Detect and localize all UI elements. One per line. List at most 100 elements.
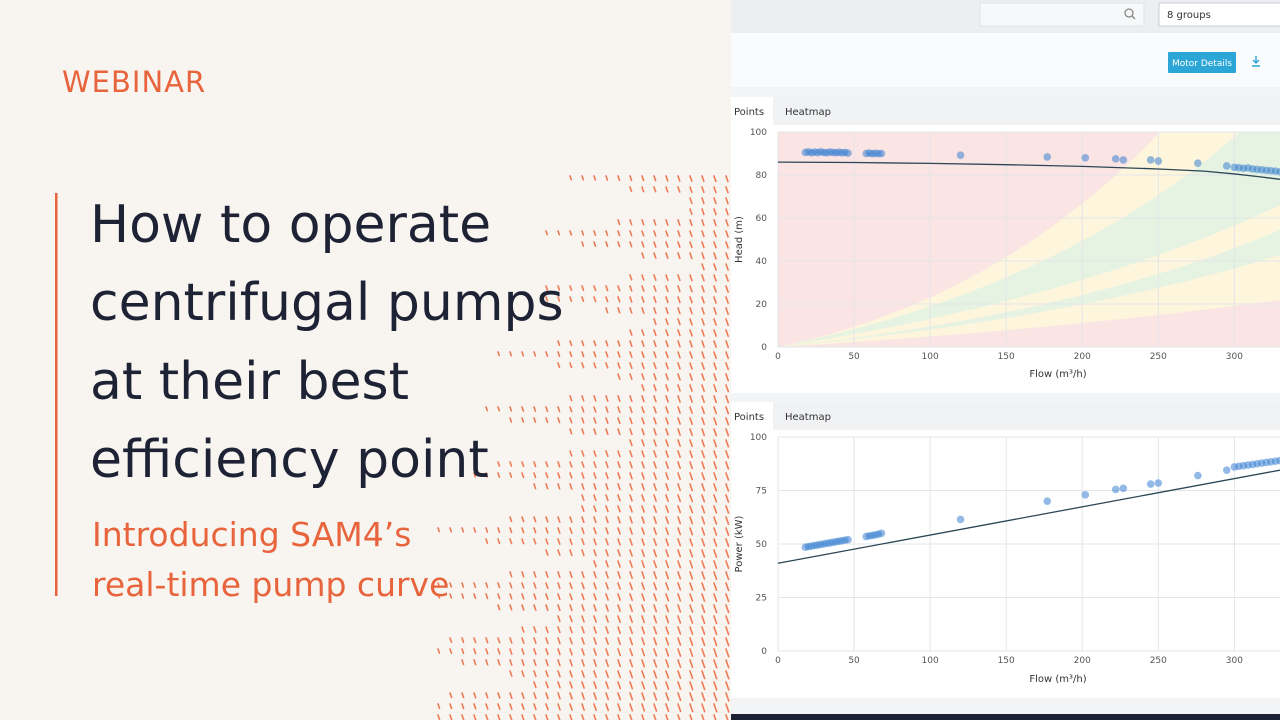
dash xyxy=(593,670,597,678)
dash xyxy=(689,516,694,525)
dash xyxy=(653,582,658,591)
dash xyxy=(665,417,669,425)
dash xyxy=(713,626,718,636)
dash xyxy=(593,637,597,645)
dash xyxy=(641,219,645,226)
dash xyxy=(653,626,658,635)
dash xyxy=(605,395,609,402)
dash xyxy=(581,351,585,358)
dash xyxy=(725,252,729,260)
dash xyxy=(617,307,621,314)
download-icon[interactable] xyxy=(1252,56,1260,67)
dash xyxy=(677,296,681,304)
group-select[interactable] xyxy=(1158,2,1280,27)
dash xyxy=(545,406,549,413)
dash xyxy=(581,527,585,535)
dash xyxy=(689,560,694,569)
dash xyxy=(605,703,610,712)
dash xyxy=(701,351,705,359)
dash xyxy=(701,197,705,205)
dash xyxy=(701,626,706,636)
data-point xyxy=(1043,497,1052,506)
dash xyxy=(629,692,634,701)
dash xyxy=(665,296,669,304)
dash xyxy=(689,659,694,669)
dash xyxy=(653,494,657,502)
dash xyxy=(581,692,585,700)
dash xyxy=(665,549,670,558)
dash xyxy=(677,516,682,525)
dash xyxy=(557,692,561,700)
dash xyxy=(569,648,573,656)
dash xyxy=(593,549,597,557)
search-box[interactable] xyxy=(979,2,1145,27)
dash xyxy=(605,428,609,436)
data-point xyxy=(844,535,852,544)
dash xyxy=(569,417,573,424)
y-tick-label: 100 xyxy=(750,128,767,138)
tab[interactable]: Heatmap xyxy=(785,412,831,423)
dash xyxy=(701,505,706,514)
dash xyxy=(509,406,513,412)
webinar-label: WEBINAR xyxy=(62,65,206,99)
dash xyxy=(689,450,694,459)
dash xyxy=(701,659,706,669)
dash xyxy=(485,582,489,589)
dash xyxy=(725,274,729,282)
dash xyxy=(641,329,645,337)
dash xyxy=(545,604,549,612)
dash xyxy=(665,318,669,326)
dash xyxy=(533,538,537,545)
dash xyxy=(581,406,585,413)
dash xyxy=(689,362,693,370)
dash xyxy=(677,219,681,226)
dash xyxy=(713,659,718,669)
dash xyxy=(665,472,669,480)
tab[interactable]: Points xyxy=(734,107,764,118)
dash xyxy=(545,351,549,357)
dash xyxy=(545,692,549,700)
dash xyxy=(557,527,561,534)
dash xyxy=(689,483,694,492)
dash xyxy=(713,571,718,580)
dash xyxy=(461,703,465,710)
dash xyxy=(533,582,537,589)
dash xyxy=(701,483,706,492)
dash xyxy=(641,626,646,635)
dash xyxy=(701,340,705,348)
tab[interactable]: Heatmap xyxy=(785,107,831,118)
dash xyxy=(545,461,549,468)
dash xyxy=(653,340,657,348)
data-point xyxy=(956,515,965,524)
x-tick-label: 100 xyxy=(922,656,939,666)
dash xyxy=(701,417,706,426)
dash xyxy=(689,384,693,392)
dash xyxy=(449,527,453,533)
y-tick-label: 60 xyxy=(756,214,768,224)
dash xyxy=(665,483,669,491)
dash xyxy=(653,351,657,359)
dash xyxy=(617,373,621,380)
dash xyxy=(725,439,730,448)
dash xyxy=(677,340,681,348)
dash xyxy=(665,351,669,359)
dash xyxy=(497,406,501,412)
data-point xyxy=(1119,156,1128,164)
dash xyxy=(569,659,573,667)
dash xyxy=(677,241,681,249)
dash xyxy=(677,494,682,503)
dash xyxy=(545,681,549,689)
dash xyxy=(569,626,573,634)
tab[interactable]: Points xyxy=(734,412,764,423)
dash xyxy=(557,285,561,291)
dash xyxy=(581,175,585,181)
motor-details-button[interactable] xyxy=(1168,52,1236,73)
dash xyxy=(533,604,537,611)
dash xyxy=(521,703,525,711)
x-tick-label: 50 xyxy=(848,656,860,666)
dash xyxy=(569,483,573,490)
dash xyxy=(665,274,669,282)
dash xyxy=(473,472,477,478)
dash xyxy=(593,472,597,480)
data-point xyxy=(1111,155,1120,163)
